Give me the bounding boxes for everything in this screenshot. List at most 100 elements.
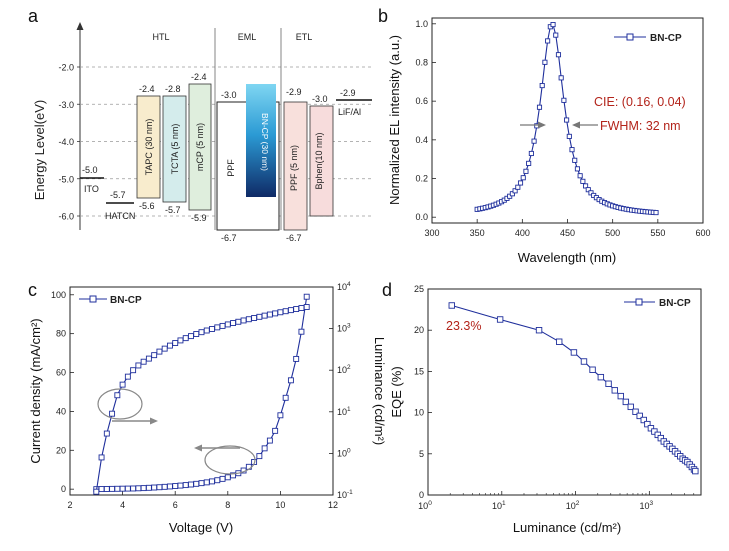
- current-density-point: [209, 478, 215, 485]
- el-data-point: [515, 184, 521, 190]
- el-data-point: [558, 75, 564, 81]
- eqe-data-point: [636, 412, 643, 420]
- jvl-chart: 2 4 6 8 10 1202040608010010-1100101102103104 …: [28, 281, 387, 535]
- el-x-tick-label: 450: [560, 228, 575, 238]
- panel-label-b: b: [378, 6, 388, 26]
- energy-diagram: -2.0 -3.0 -4.0 -5.0 -6.0 Energy Level(eV) HT…: [32, 22, 372, 243]
- energy-tick-label: -6.0: [58, 212, 74, 222]
- luminance-point: [156, 348, 163, 355]
- current-density-point: [119, 485, 126, 492]
- eqe-y-tick-label: 0: [419, 490, 424, 500]
- jvl-y2-axis-title: Luminance (cd/m²): [372, 337, 387, 445]
- jvl-x-tick-label: 6: [173, 500, 178, 510]
- el-data-point: [580, 178, 586, 184]
- luminance-point: [140, 358, 147, 365]
- panel-label-a: a: [28, 6, 39, 26]
- jvl-y-tick-label: 100: [51, 290, 66, 300]
- jvl-legend-marker: [89, 295, 97, 303]
- jvl-y2-tick-label: 10-1: [337, 489, 353, 500]
- eqe-series: [448, 302, 699, 475]
- ppf-host-lumo: -3.0: [221, 90, 237, 100]
- luminance-point: [177, 337, 184, 344]
- jvl-y2-tick-label: 103: [337, 323, 351, 334]
- right-axis-indicator-arrowhead: [194, 444, 202, 452]
- eqe-data-point: [622, 398, 630, 406]
- bphen-name: Bphen(10 nm): [314, 132, 324, 189]
- tcta-layer: [162, 95, 187, 203]
- el-data-point: [520, 175, 526, 181]
- el-data-point: [569, 147, 575, 153]
- el-x-tick-label: 600: [695, 228, 710, 238]
- luminance-point: [293, 306, 300, 313]
- el-y-tick-label: 0.2: [415, 174, 428, 184]
- lif-al-label: LiF/Al: [338, 107, 361, 117]
- eqe-y-tick-label: 10: [414, 408, 424, 418]
- luminance-point: [298, 305, 305, 311]
- right-axis-indicator-circle: [204, 445, 256, 475]
- bn-cp-emitter-layer: [246, 84, 276, 197]
- current-density-point: [182, 482, 189, 489]
- current-density-point: [198, 480, 205, 487]
- luminance-point: [230, 320, 237, 326]
- lif-al-value: -2.9: [340, 88, 356, 98]
- mcp-homo: -5.9: [191, 213, 207, 223]
- section-htl: HTL: [152, 32, 169, 42]
- current-density-point: [166, 483, 173, 490]
- tapc-name: TAPC (30 nm): [144, 119, 154, 176]
- jvl-y2-tick-label: 101: [337, 406, 351, 417]
- el-series: [474, 22, 659, 216]
- jvl-legend-label: BN-CP: [110, 295, 142, 306]
- bphen-layer: [309, 105, 334, 217]
- energy-tick-label: -2.0: [58, 63, 74, 73]
- el-y-tick-label: 1.0: [415, 19, 428, 29]
- luminance-point: [188, 333, 194, 340]
- jvl-y-tick-label: 40: [56, 406, 66, 416]
- jvl-y-tick-label: 60: [56, 368, 66, 378]
- luminance-point: [166, 342, 173, 349]
- fwhm-arrowhead-right: [572, 121, 580, 129]
- eqe-x-tick-label: 103: [640, 500, 654, 511]
- luminance-point: [277, 309, 284, 316]
- tapc-layer: [136, 95, 161, 199]
- el-data-point: [526, 160, 532, 166]
- eqe-legend-label: BN-CP: [659, 298, 691, 309]
- luminance-point: [193, 331, 200, 337]
- current-density-point: [130, 485, 137, 492]
- current-density-point: [193, 480, 200, 487]
- energy-tick-label: -4.0: [58, 137, 74, 147]
- luminance-point: [287, 307, 294, 314]
- el-data-point: [517, 180, 524, 186]
- jvl-x-tick-label: 2: [67, 500, 72, 510]
- jvl-x-tick-label: 8: [225, 500, 230, 510]
- el-data-point: [555, 52, 562, 58]
- luminance-point: [130, 367, 137, 374]
- ppf-host-name: PPF: [226, 159, 236, 177]
- luminance-point: [135, 362, 142, 369]
- luminance-point: [209, 326, 215, 332]
- el-legend-label: BN-CP: [650, 33, 682, 44]
- bphen-lumo: -3.0: [312, 94, 328, 104]
- current-density-point: [109, 485, 116, 492]
- eqe-data-point: [617, 392, 624, 400]
- mcp-layer: [188, 83, 212, 211]
- eqe-data-point: [570, 349, 578, 356]
- el-y-tick-label: 0.0: [415, 212, 428, 222]
- el-legend-marker: [626, 33, 634, 41]
- eqe-plot-frame: [427, 288, 702, 496]
- current-density-point: [224, 474, 231, 481]
- luminance-point: [219, 322, 226, 329]
- el-x-tick-label: 400: [515, 228, 530, 238]
- jvl-x-tick-label: 4: [120, 500, 125, 510]
- el-data-point: [550, 22, 556, 28]
- luminance-point: [240, 317, 247, 324]
- tcta-lumo: -2.8: [165, 84, 181, 94]
- ppf-etl-lumo: -2.9: [286, 87, 302, 97]
- tapc-lumo: -2.4: [139, 84, 155, 94]
- jvl-x-tick-label: 12: [328, 500, 338, 510]
- tcta-name: TCTA (5 nm): [170, 124, 180, 175]
- eqe-data-point: [627, 403, 634, 411]
- el-y-axis-title: Normalized EL intensity (a.u.): [387, 35, 402, 205]
- luminance-point: [282, 308, 289, 315]
- current-density-point: [161, 483, 168, 490]
- jvl-y2-tick-label: 102: [337, 364, 351, 375]
